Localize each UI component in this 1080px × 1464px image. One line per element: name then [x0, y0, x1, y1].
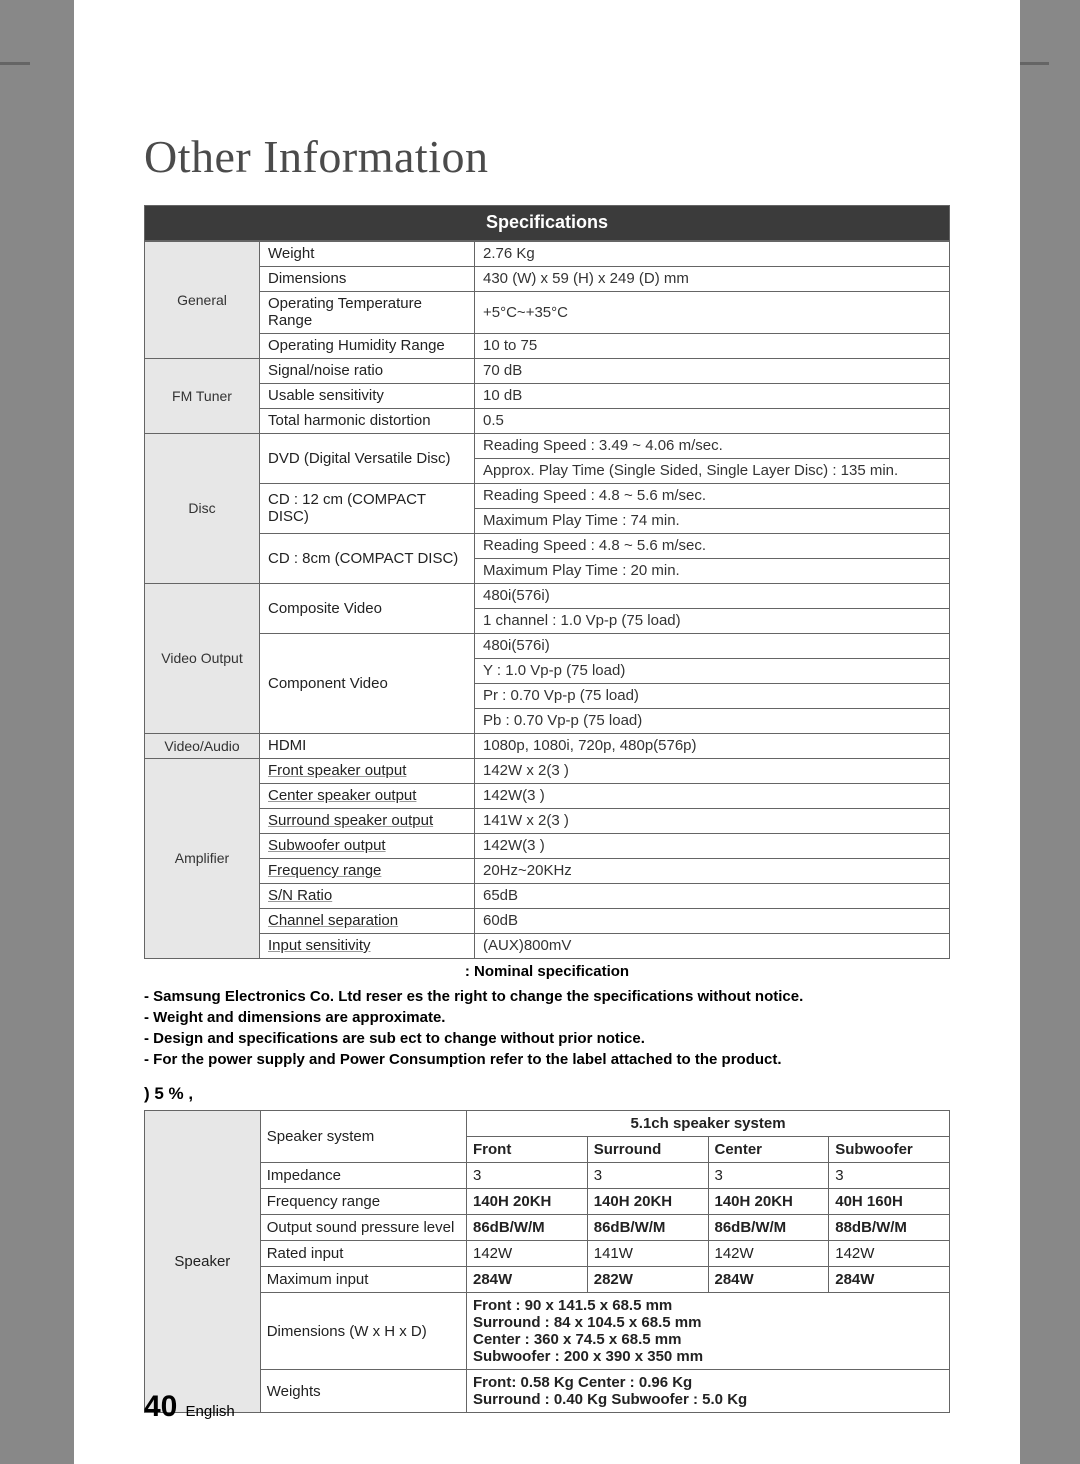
notes: - Samsung Electronics Co. Ltd reser es t…	[144, 986, 950, 1070]
spec-header: Specifications	[144, 205, 950, 241]
cat-general: General	[145, 242, 260, 359]
spec-table: General Weight 2.76 Kg Dimensions430 (W)…	[144, 241, 950, 959]
cat-fm: FM Tuner	[145, 359, 260, 434]
page-lang: English	[186, 1403, 235, 1420]
speaker-table: Speaker Speaker system 5.1ch speaker sys…	[144, 1110, 950, 1413]
page-number: 40	[144, 1390, 177, 1423]
note-line: - Samsung Electronics Co. Ltd reser es t…	[144, 986, 950, 1007]
cat-speaker: Speaker	[145, 1111, 261, 1413]
section-title: Other Information	[144, 130, 950, 183]
note-line: - Weight and dimensions are approximate.	[144, 1007, 950, 1028]
page-footer: 40 English	[144, 1390, 235, 1424]
cat-disc: Disc	[145, 434, 260, 584]
crop-mark	[1019, 62, 1049, 65]
note-line: - Design and specifications are sub ect …	[144, 1028, 950, 1049]
cat-va: Video/Audio	[145, 734, 260, 759]
nominal-note: : Nominal specification	[144, 963, 950, 980]
cat-video: Video Output	[145, 584, 260, 734]
note-line: - For the power supply and Power Consump…	[144, 1049, 950, 1070]
crop-mark	[0, 62, 30, 65]
cat-amp: Amplifier	[145, 759, 260, 959]
page: Other Information Specifications General…	[74, 0, 1020, 1464]
model-code: ) 5 % ,	[144, 1084, 950, 1104]
